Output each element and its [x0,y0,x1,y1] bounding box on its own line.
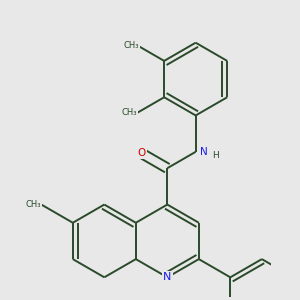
Text: O: O [137,148,146,158]
Text: N: N [163,272,172,282]
Text: N: N [200,147,208,157]
Text: CH₃: CH₃ [124,41,139,50]
Text: H: H [212,151,219,160]
Text: CH₃: CH₃ [26,200,41,209]
Text: CH₃: CH₃ [122,108,137,117]
